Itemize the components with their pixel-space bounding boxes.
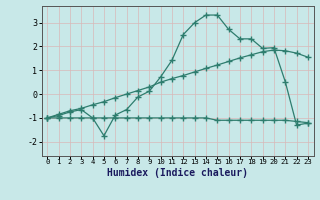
X-axis label: Humidex (Indice chaleur): Humidex (Indice chaleur) [107,168,248,178]
